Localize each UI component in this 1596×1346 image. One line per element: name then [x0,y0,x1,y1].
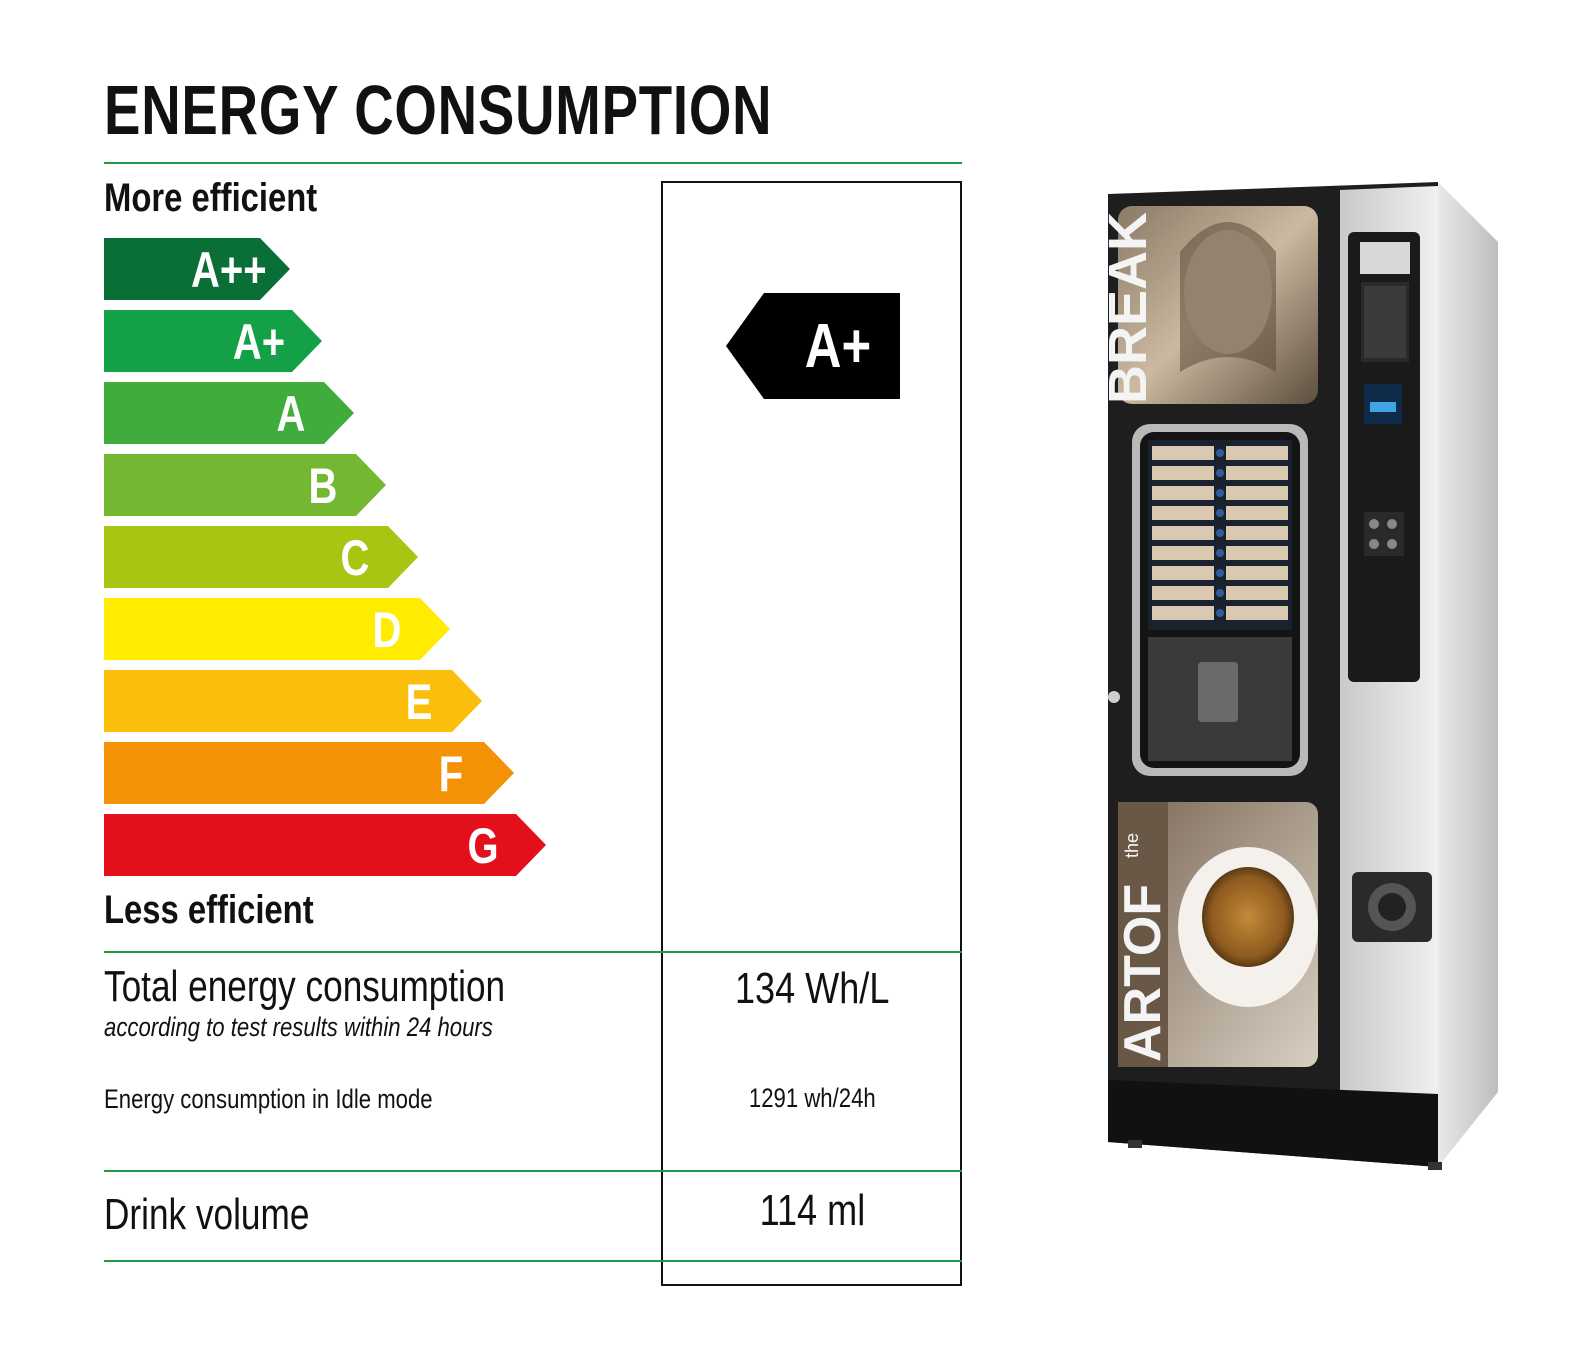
energy-class-arrow [104,454,386,516]
energy-class-label: A+ [232,314,286,370]
energy-class-arrow [104,526,418,588]
energy-class-bar: A++ [104,238,290,300]
drink-volume-value-cell: 114 ml [663,1186,962,1236]
rating-marker: A+ [726,293,900,399]
energy-class-bar: F [104,742,514,804]
bottom-panel-text: ARTOF [1114,884,1172,1062]
energy-class-arrow [104,814,546,876]
rating-column [661,181,962,1286]
energy-class-arrow [104,742,514,804]
energy-class-label: F [438,746,464,802]
drink-volume-value: 114 ml [759,1186,866,1235]
energy-class-label: E [405,674,433,730]
energy-class-bar: A [104,382,354,444]
more-efficient-label: More efficient [104,176,318,220]
total-energy-note: according to test results within 24 hour… [104,1012,493,1042]
bottom-panel-small-text: the [1122,833,1142,858]
total-energy-label: Total energy consumption [104,962,506,1011]
energy-class-label: C [340,530,370,586]
rating-arrow [726,293,900,399]
drink-volume-label: Drink volume [104,1190,310,1239]
rating-label: A+ [804,312,872,381]
energy-class-label: A++ [191,242,267,298]
top-panel-text: BREAK [1108,212,1158,404]
energy-class-bar: A+ [104,310,322,372]
idle-energy-label: Energy consumption in Idle mode [104,1084,433,1114]
energy-class-bar: E [104,670,482,732]
less-efficient-label: Less efficient [104,888,314,932]
row-divider-3 [104,1260,962,1262]
energy-class-bar: G [104,814,546,876]
title-divider [104,162,962,164]
energy-class-arrow [104,598,450,660]
coffee-vending-machine-illustration: BREAK ARTOF the [1098,182,1498,1170]
energy-class-arrow [104,670,482,732]
total-energy-value-cell: 134 Wh/L [663,964,962,1014]
energy-class-label: G [467,818,499,874]
row-divider-2 [104,1170,962,1172]
vending-machine-image: BREAK ARTOF the [1098,182,1528,1202]
energy-class-label: B [308,458,338,514]
total-energy-value: 134 Wh/L [735,964,890,1013]
energy-class-arrow [104,382,354,444]
energy-class-bar: C [104,526,418,588]
energy-class-bar: D [104,598,450,660]
energy-class-label: D [372,602,402,658]
energy-class-arrow [104,238,290,300]
page-title: ENERGY CONSUMPTION [104,71,773,149]
idle-energy-value: 1291 wh/24h [749,1083,876,1113]
energy-class-bar: B [104,454,386,516]
idle-energy-value-cell: 1291 wh/24h [663,1083,962,1114]
row-divider-1 [104,951,962,953]
energy-class-label: A [276,386,306,442]
energy-class-arrow [104,310,322,372]
